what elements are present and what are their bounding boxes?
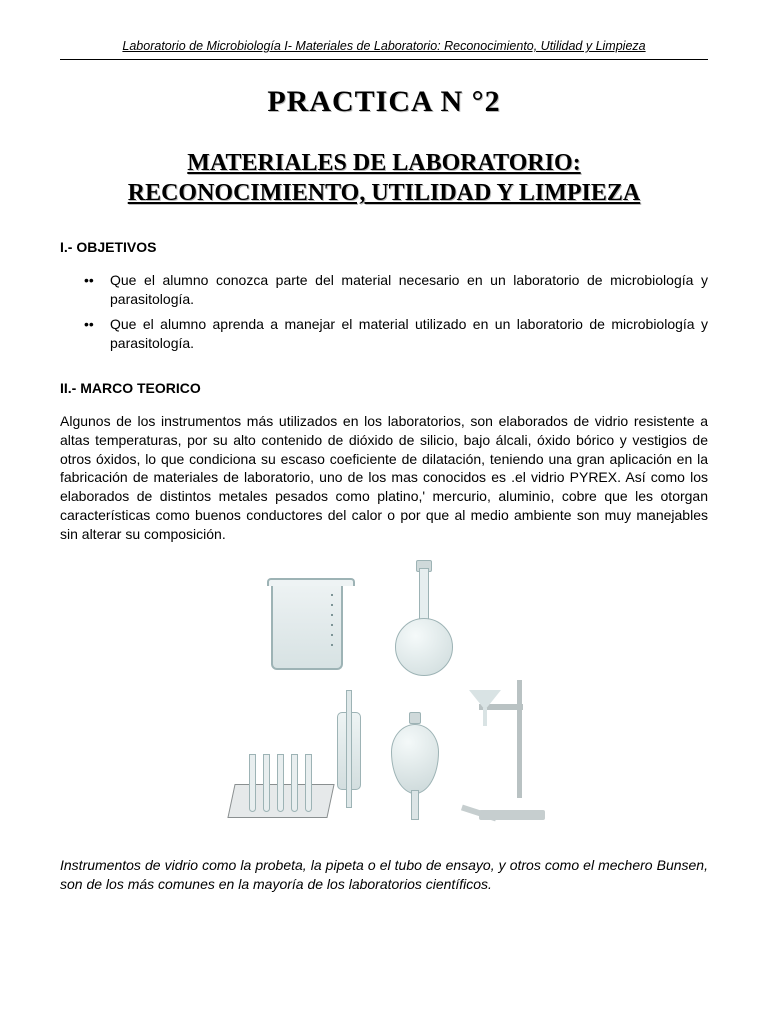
- volumetric-flask-icon: [389, 568, 459, 686]
- objectives-list: •• Que el alumno conozca parte del mater…: [84, 271, 708, 353]
- list-item-text: Que el alumno aprenda a manejar el mater…: [110, 315, 708, 353]
- separating-funnel-icon: [387, 712, 443, 822]
- list-item: •• Que el alumno conozca parte del mater…: [84, 271, 708, 309]
- title-line-2: RECONOCIMIENTO, UTILIDAD Y LIMPIEZA: [128, 180, 641, 206]
- section-objetivos-heading: I.- OBJETIVOS: [60, 238, 708, 257]
- condenser-icon: [337, 690, 361, 808]
- main-title: MATERIALES DE LABORATORIO: RECONOCIMIENT…: [60, 148, 708, 208]
- glassware-figure: [219, 562, 549, 842]
- running-header: Laboratorio de Microbiología I- Material…: [60, 38, 708, 55]
- test-tube-rack-icon: [231, 748, 331, 818]
- section-marco-heading: II.- MARCO TEORICO: [60, 379, 708, 398]
- bullet-icon: ••: [84, 315, 110, 353]
- figure-caption: Instrumentos de vidrio como la probeta, …: [60, 856, 708, 894]
- bullet-icon: ••: [84, 271, 110, 309]
- beaker-icon: [271, 580, 343, 670]
- stand-funnel-icon: [461, 680, 545, 820]
- theory-paragraph: Algunos de los instrumentos más utilizad…: [60, 412, 708, 544]
- list-item: •• Que el alumno aprenda a manejar el ma…: [84, 315, 708, 353]
- header-rule: [60, 59, 708, 60]
- practice-number-title: PRACTICA N °2: [60, 82, 708, 123]
- title-line-1: MATERIALES DE LABORATORIO:: [187, 150, 580, 176]
- list-item-text: Que el alumno conozca parte del material…: [110, 271, 708, 309]
